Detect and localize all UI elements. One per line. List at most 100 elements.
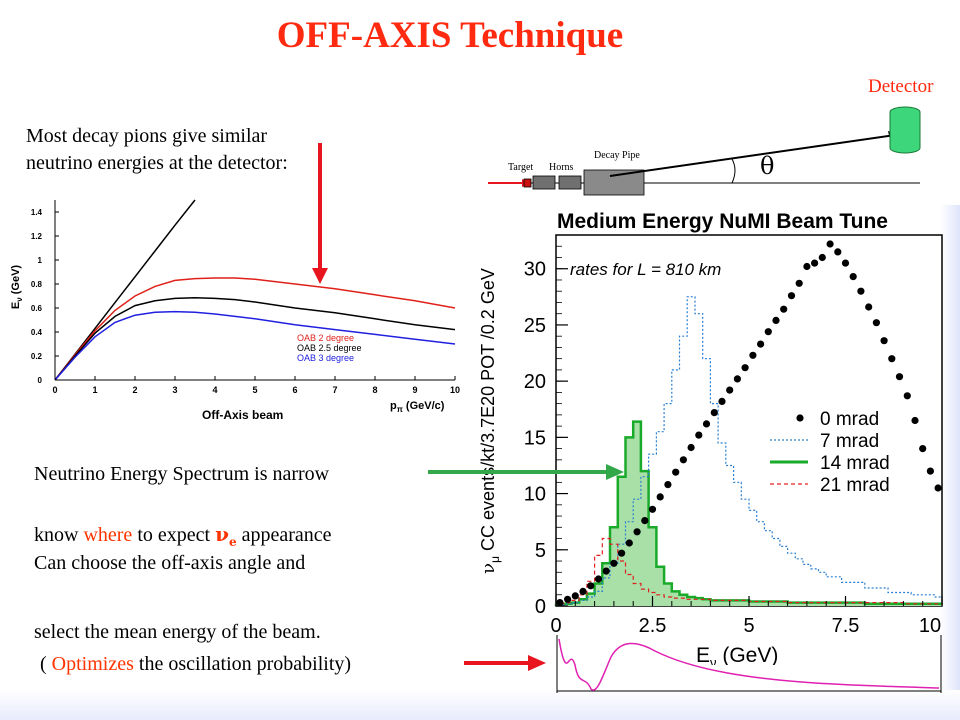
chart2-0mrad-point — [865, 303, 873, 311]
chart1-x-tick-label: 8 — [372, 385, 377, 395]
chart1-x-tick-label: 7 — [332, 385, 337, 395]
chart1-y-tick-label: 0.4 — [31, 328, 43, 337]
chart2-0mrad-point — [672, 468, 680, 476]
chart1-x-tick-label: 4 — [212, 385, 217, 395]
chart1-y-tick-label: 0.8 — [31, 280, 43, 289]
chart2-0mrad-point — [857, 287, 865, 295]
chart2-y-tick-label: 15 — [524, 427, 546, 449]
chart2-ylabel: νμ CC events/kt/3.7E20 POT /0.2 GeV — [478, 268, 502, 574]
chart1-series-2 — [54, 297, 456, 381]
chart2-0mrad-point — [564, 595, 572, 603]
horns-label: Horns — [549, 162, 574, 173]
background-gradient-bottom — [0, 690, 960, 720]
off-axis-ray — [609, 134, 896, 177]
chart2-0mrad-point — [903, 392, 911, 400]
chart2-0mrad-point — [687, 443, 695, 452]
detector-cylinder-body — [889, 112, 921, 154]
chart2-title: Medium Energy NuMI Beam Tune — [557, 210, 888, 233]
chart2-legend-entry: 7 mrad — [820, 431, 879, 452]
chart2-0mrad-point — [787, 292, 796, 300]
chart2-7mrad-line — [555, 296, 942, 606]
chart1-xunit: pπ (GeV/c) — [390, 400, 445, 414]
chart1-y-tick-label: 1.2 — [31, 232, 43, 241]
chart2-xlabel: Eν (GeV) — [696, 644, 778, 665]
chart2-0mrad-point — [664, 481, 672, 489]
chart2-x-tick-label: 10 — [919, 615, 941, 637]
decay-pipe-label: Decay Pipe — [594, 150, 640, 161]
chart2-annotation: rates for L = 810 km — [570, 260, 721, 279]
chart2-0mrad-point — [749, 351, 757, 359]
horn-1-block — [532, 175, 556, 190]
chart1-y-tick-label: 0 — [38, 376, 43, 385]
chart2-y-tick-label: 0 — [535, 596, 546, 618]
chart2-y-tick-label: 5 — [535, 540, 546, 562]
chart2-x-tick-label: 0 — [550, 615, 561, 637]
chart1-x-tick-label: 10 — [450, 385, 460, 395]
chart1-legend-entry: OAB 2 degree — [297, 333, 354, 343]
chart2-x-tick-label: 2.5 — [639, 615, 667, 637]
chart2-0mrad-point — [934, 484, 942, 492]
chart2-0mrad-point — [641, 517, 649, 525]
chart2-0mrad-point — [888, 355, 896, 363]
chart1-series-1 — [54, 277, 456, 381]
chart2-y-tick-label: 20 — [524, 371, 546, 393]
chart2-0mrad-point — [579, 587, 587, 595]
chart2-0mrad-point — [695, 431, 703, 439]
off-axis-energy-chart: 0 1 2 3 4 5 6 7 8 9 10 0 0.2 0.4 0.6 0.8 1 1.2 1.4 OAB 2 d… — [10, 199, 460, 422]
chart2-0mrad-point — [764, 328, 772, 336]
chart2-0mrad-point — [618, 549, 626, 557]
chart2-0mrad-point — [587, 582, 595, 590]
decay-pipe-block — [583, 169, 645, 196]
chart2-0mrad-point — [880, 337, 888, 345]
target-label: Target — [508, 162, 534, 173]
chart1-legend-entry: OAB 2.5 degree — [297, 343, 362, 353]
chart2-y-tick-label: 30 — [524, 259, 546, 281]
chart1-x-tick-label: 2 — [132, 385, 137, 395]
chart1-x-tick-label: 0 — [52, 385, 57, 395]
chart2-0mrad-point — [648, 505, 657, 513]
chart2-0mrad-point — [919, 445, 927, 453]
osc-probability-curve — [558, 638, 940, 691]
chart2-0mrad-point — [718, 397, 726, 405]
chart2-0mrad-point — [841, 259, 850, 267]
chart1-series-3 — [54, 310, 456, 381]
chart2-0mrad-point — [780, 305, 788, 313]
select-energy-text: select the mean energy of the beam. — [34, 621, 321, 643]
chart2-0mrad-point — [594, 575, 603, 583]
chart2-0mrad-point — [656, 493, 664, 501]
right-arrow-head — [528, 655, 546, 671]
chart2-legend-entry: 0 mrad — [820, 409, 879, 430]
chart2-0mrad-point — [610, 559, 618, 567]
chart2-x-tick-label: 7.5 — [832, 615, 860, 637]
oscillation-probability-plot — [556, 635, 942, 693]
chart2-0mrad-point — [818, 253, 826, 262]
chart2-0mrad-point — [726, 386, 734, 394]
chart2-0mrad-point — [571, 592, 579, 600]
where-word: where — [83, 524, 133, 546]
chart2-0mrad-point — [625, 539, 633, 547]
chart1-legend-entry: OAB 3 degree — [297, 353, 354, 363]
chart1-ylabel: Eν (GeV) — [10, 265, 24, 310]
down-arrow-head — [312, 268, 328, 284]
chart1-x-tick-label: 3 — [172, 385, 177, 395]
beamline-diagram — [488, 106, 921, 196]
chart2-0mrad-point — [772, 316, 780, 324]
chart2-0mrad-point — [826, 240, 834, 248]
chart2-0mrad-point — [741, 364, 749, 372]
narrow-spectrum-text: Neutrino Energy Spectrum is narrow — [34, 463, 330, 485]
chart2-legend-entry: 14 mrad — [820, 453, 890, 474]
chart2-0mrad-point — [556, 599, 564, 607]
horn-2-block — [558, 175, 582, 190]
chart1-x-tick-label: 5 — [252, 385, 257, 395]
chart2-0mrad-point — [702, 420, 711, 428]
chart2-14mrad-fill — [556, 421, 942, 606]
background-gradient-stripe — [940, 205, 960, 710]
chart2-0mrad-point — [757, 340, 765, 348]
chart2-0mrad-point — [849, 273, 857, 281]
chart2-y-tick-label: 10 — [524, 484, 546, 506]
know-where-text: know where to expect νe appearance — [34, 522, 332, 549]
chart2-0mrad-point — [710, 409, 718, 417]
chart2-0mrad-point — [795, 279, 803, 287]
intro-line-2: neutrino energies at the detector: — [26, 152, 288, 174]
